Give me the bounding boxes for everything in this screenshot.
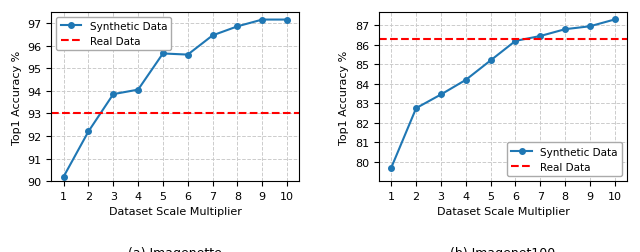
Synthetic Data <box>561 28 569 32</box>
Synthetic Data <box>184 54 191 57</box>
Synthetic Data <box>387 166 395 169</box>
Real Data <box>60 112 67 115</box>
Y-axis label: Top1 Accuracy %: Top1 Accuracy % <box>12 50 22 144</box>
Synthetic Data <box>234 26 241 29</box>
Synthetic Data <box>511 40 519 43</box>
Text: (a) Imagenette: (a) Imagenette <box>129 246 222 252</box>
Synthetic Data <box>536 35 544 38</box>
Synthetic Data <box>284 19 291 22</box>
X-axis label: Dataset Scale Multiplier: Dataset Scale Multiplier <box>436 207 570 216</box>
Text: (b) Imagenet100: (b) Imagenet100 <box>451 246 556 252</box>
Synthetic Data <box>134 89 142 92</box>
Legend: Synthetic Data, Real Data: Synthetic Data, Real Data <box>507 143 622 176</box>
Legend: Synthetic Data, Real Data: Synthetic Data, Real Data <box>56 18 172 51</box>
Real Data <box>35 112 43 115</box>
Synthetic Data <box>159 53 167 56</box>
Line: Synthetic Data: Synthetic Data <box>61 18 290 180</box>
Real Data <box>363 38 371 41</box>
Synthetic Data <box>611 19 619 22</box>
Synthetic Data <box>60 175 67 178</box>
Synthetic Data <box>259 19 266 22</box>
Synthetic Data <box>586 26 594 29</box>
Synthetic Data <box>487 60 495 63</box>
X-axis label: Dataset Scale Multiplier: Dataset Scale Multiplier <box>109 207 242 216</box>
Real Data <box>387 38 395 41</box>
Line: Synthetic Data: Synthetic Data <box>388 18 618 171</box>
Synthetic Data <box>462 79 470 82</box>
Synthetic Data <box>109 93 117 96</box>
Synthetic Data <box>84 130 92 133</box>
Y-axis label: Top1 Accuracy %: Top1 Accuracy % <box>339 50 349 144</box>
Synthetic Data <box>412 107 420 110</box>
Synthetic Data <box>209 35 216 38</box>
Synthetic Data <box>437 93 445 97</box>
